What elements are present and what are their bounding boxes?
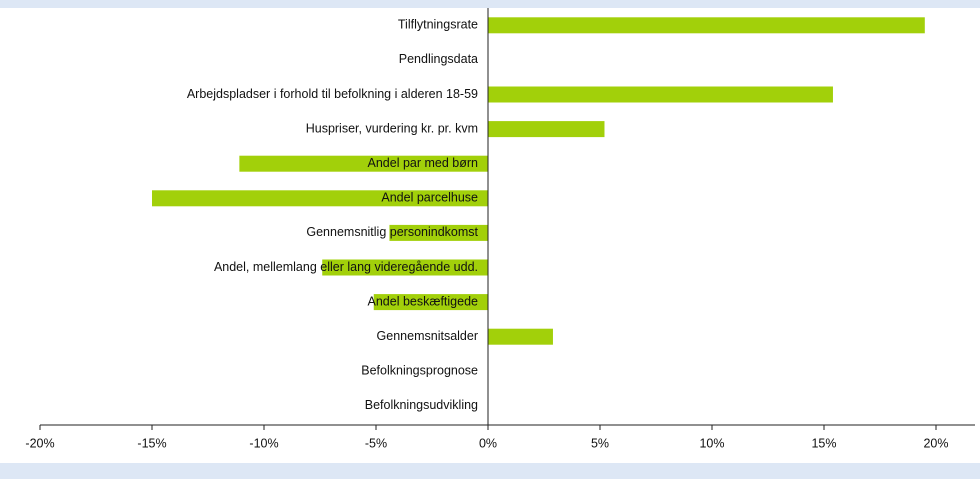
- x-tick-label: -5%: [365, 436, 387, 450]
- bar: [322, 259, 488, 276]
- bar: [488, 17, 925, 34]
- category-label: Huspriser, vurdering kr. pr. kvm: [306, 121, 478, 135]
- category-label: Gennemsnitsalder: [377, 329, 478, 343]
- category-label: Gennemsnitlig personindkomst: [306, 225, 478, 239]
- category-label: Befolkningsprognose: [361, 364, 478, 378]
- category-label: Pendlingsdata: [399, 52, 478, 66]
- bar: [488, 328, 553, 345]
- bar: [152, 190, 488, 207]
- bar: [488, 121, 605, 138]
- category-label: Andel parcelhuse: [381, 191, 478, 205]
- x-tick-label: -10%: [249, 436, 278, 450]
- category-label: Befolkningsudvikling: [365, 398, 478, 412]
- bottom-band: [0, 463, 980, 479]
- bar: [389, 224, 488, 241]
- x-tick-label: 15%: [811, 436, 836, 450]
- category-label: Tilflytningsrate: [398, 18, 478, 32]
- x-tick-label: -15%: [137, 436, 166, 450]
- x-tick-label: 5%: [591, 436, 609, 450]
- category-label: Andel par med børn: [368, 156, 479, 170]
- bar: [373, 294, 488, 311]
- bar: [488, 86, 833, 103]
- x-tick-label: -20%: [25, 436, 54, 450]
- x-tick-label: 0%: [479, 436, 497, 450]
- x-tick-label: 10%: [699, 436, 724, 450]
- category-label: Andel, mellemlang eller lang videregåend…: [214, 260, 478, 274]
- x-tick-label: 20%: [923, 436, 948, 450]
- category-label: Arbejdspladser i forhold til befolkning …: [187, 87, 478, 101]
- top-band: [0, 0, 980, 8]
- bar: [239, 155, 488, 172]
- category-label: Andel beskæftigede: [368, 294, 479, 308]
